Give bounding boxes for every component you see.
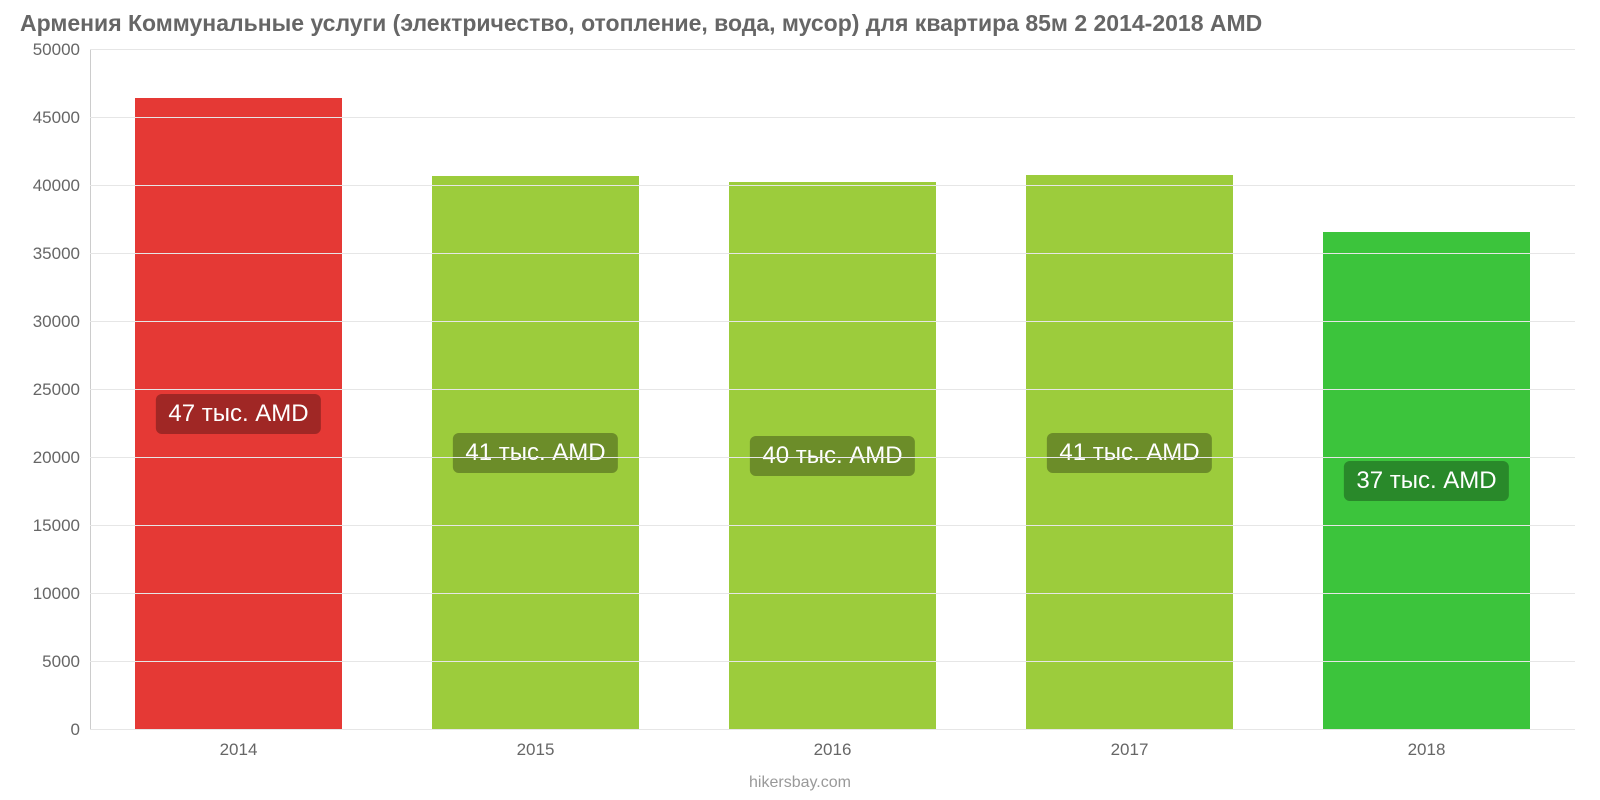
grid-line bbox=[90, 117, 1575, 118]
bar-value-label: 41 тыс. AMD bbox=[453, 433, 617, 473]
y-tick-label: 50000 bbox=[33, 40, 90, 60]
y-tick-label: 30000 bbox=[33, 312, 90, 332]
grid-line bbox=[90, 525, 1575, 526]
chart-container: Армения Коммунальные услуги (электричест… bbox=[0, 0, 1600, 800]
x-tick-label: 2017 bbox=[1111, 730, 1149, 760]
x-tick-label: 2015 bbox=[517, 730, 555, 760]
grid-line bbox=[90, 389, 1575, 390]
y-tick-label: 20000 bbox=[33, 448, 90, 468]
source-label: hikersbay.com bbox=[749, 774, 851, 792]
bar-slot: 47 тыс. AMD2014 bbox=[90, 50, 387, 730]
bar: 41 тыс. AMD bbox=[1026, 175, 1234, 730]
bars-group: 47 тыс. AMD201441 тыс. AMD201540 тыс. AM… bbox=[90, 50, 1575, 730]
grid-line bbox=[90, 185, 1575, 186]
y-tick-label: 25000 bbox=[33, 380, 90, 400]
chart-title: Армения Коммунальные услуги (электричест… bbox=[20, 10, 1580, 37]
y-tick-label: 5000 bbox=[42, 652, 90, 672]
bar: 47 тыс. AMD bbox=[135, 98, 343, 730]
bar-slot: 41 тыс. AMD2017 bbox=[981, 50, 1278, 730]
grid-line bbox=[90, 593, 1575, 594]
y-tick-label: 35000 bbox=[33, 244, 90, 264]
bar-slot: 41 тыс. AMD2015 bbox=[387, 50, 684, 730]
grid-line bbox=[90, 457, 1575, 458]
bar-value-label: 40 тыс. AMD bbox=[750, 436, 914, 476]
grid-line bbox=[90, 253, 1575, 254]
x-tick-label: 2018 bbox=[1408, 730, 1446, 760]
bar-value-label: 37 тыс. AMD bbox=[1344, 461, 1508, 501]
bar-slot: 37 тыс. AMD2018 bbox=[1278, 50, 1575, 730]
grid-line bbox=[90, 49, 1575, 50]
y-tick-label: 0 bbox=[71, 720, 90, 740]
bar-value-label: 41 тыс. AMD bbox=[1047, 433, 1211, 473]
bar-value-label: 47 тыс. AMD bbox=[156, 394, 320, 434]
y-tick-label: 40000 bbox=[33, 176, 90, 196]
grid-line bbox=[90, 729, 1575, 730]
bar: 40 тыс. AMD bbox=[729, 182, 937, 730]
x-tick-label: 2016 bbox=[814, 730, 852, 760]
plot-area: 47 тыс. AMD201441 тыс. AMD201540 тыс. AM… bbox=[90, 50, 1575, 730]
bar-slot: 40 тыс. AMD2016 bbox=[684, 50, 981, 730]
bar: 37 тыс. AMD bbox=[1323, 232, 1531, 730]
y-tick-label: 15000 bbox=[33, 516, 90, 536]
bar: 41 тыс. AMD bbox=[432, 176, 640, 730]
y-tick-label: 10000 bbox=[33, 584, 90, 604]
grid-line bbox=[90, 321, 1575, 322]
grid-line bbox=[90, 661, 1575, 662]
x-tick-label: 2014 bbox=[220, 730, 258, 760]
y-tick-label: 45000 bbox=[33, 108, 90, 128]
